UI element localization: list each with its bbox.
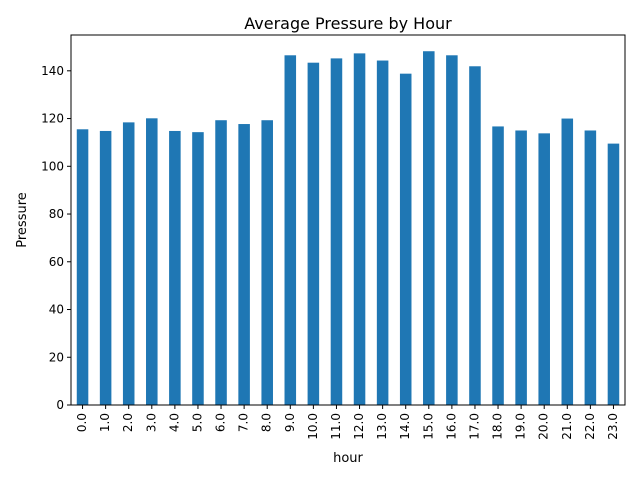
bar-21.0 xyxy=(561,118,574,406)
chart-title: Average Pressure by Hour xyxy=(244,14,452,33)
bar-23.0 xyxy=(607,143,620,406)
bar-12.0 xyxy=(353,53,366,405)
bar-5.0 xyxy=(192,132,204,405)
x-tick-label: 13.0 xyxy=(375,413,389,440)
y-tick-label: 20 xyxy=(49,350,64,364)
bar-22.0 xyxy=(584,130,597,406)
x-tick-label: 20.0 xyxy=(537,413,551,440)
bar-15.0 xyxy=(423,51,435,405)
x-tick-label: 3.0 xyxy=(144,413,158,432)
bar-10.0 xyxy=(307,62,320,405)
x-tick-label: 17.0 xyxy=(467,413,481,440)
x-tick-label: 23.0 xyxy=(606,413,620,440)
x-tick-label: 12.0 xyxy=(352,413,366,440)
bar-8.0 xyxy=(261,120,273,405)
x-tick-label: 18.0 xyxy=(491,413,505,440)
bar-7.0 xyxy=(238,124,250,405)
x-tick-label: 4.0 xyxy=(167,413,181,432)
y-tick-label: 100 xyxy=(41,159,64,173)
bar-14.0 xyxy=(399,73,412,406)
bar-13.0 xyxy=(376,60,389,405)
bar-19.0 xyxy=(515,130,527,406)
x-tick-label: 14.0 xyxy=(398,413,412,440)
x-tick-label: 16.0 xyxy=(444,413,458,440)
x-tick-label: 9.0 xyxy=(283,413,297,432)
bar-1.0 xyxy=(99,130,112,405)
bar-11.0 xyxy=(330,58,343,405)
bar-2.0 xyxy=(122,122,135,406)
x-tick-label: 22.0 xyxy=(583,413,597,440)
x-tick-label: 15.0 xyxy=(421,413,435,440)
x-tick-label: 11.0 xyxy=(329,413,343,440)
y-tick-label: 120 xyxy=(41,112,64,126)
y-tick-label: 140 xyxy=(41,64,64,78)
x-tick-label: 0.0 xyxy=(75,413,89,432)
x-tick-label: 21.0 xyxy=(560,413,574,440)
x-axis-label: hour xyxy=(333,451,363,466)
x-tick-label: 1.0 xyxy=(98,413,112,432)
axes-frame xyxy=(70,34,626,406)
x-tick-label: 5.0 xyxy=(190,413,204,432)
x-tick-label: 2.0 xyxy=(121,413,135,432)
bar-6.0 xyxy=(215,120,227,405)
y-axis-label: Pressure xyxy=(15,192,30,248)
y-tick-label: 0 xyxy=(56,398,64,412)
bar-3.0 xyxy=(146,118,158,405)
y-tick-label: 60 xyxy=(49,255,64,269)
y-tick-label: 40 xyxy=(49,303,64,317)
bar-16.0 xyxy=(446,55,458,405)
bar-20.0 xyxy=(538,133,550,405)
x-tick-label: 6.0 xyxy=(214,413,228,432)
x-tick-label: 19.0 xyxy=(514,413,528,440)
x-tick-label: 8.0 xyxy=(260,413,274,432)
bar-9.0 xyxy=(284,55,297,405)
bar-18.0 xyxy=(492,126,504,406)
bar-4.0 xyxy=(169,130,181,405)
bar-17.0 xyxy=(469,66,481,406)
x-tick-label: 7.0 xyxy=(237,413,251,432)
x-tick-label: 10.0 xyxy=(306,413,320,440)
bar-0.0 xyxy=(76,129,89,406)
plot-area: 0 20 40 60 80 100 120 140 0.0 1.0 2.0 3.0 4.0 5.0 6.0 7… xyxy=(41,51,620,440)
y-tick-label: 80 xyxy=(49,207,64,221)
